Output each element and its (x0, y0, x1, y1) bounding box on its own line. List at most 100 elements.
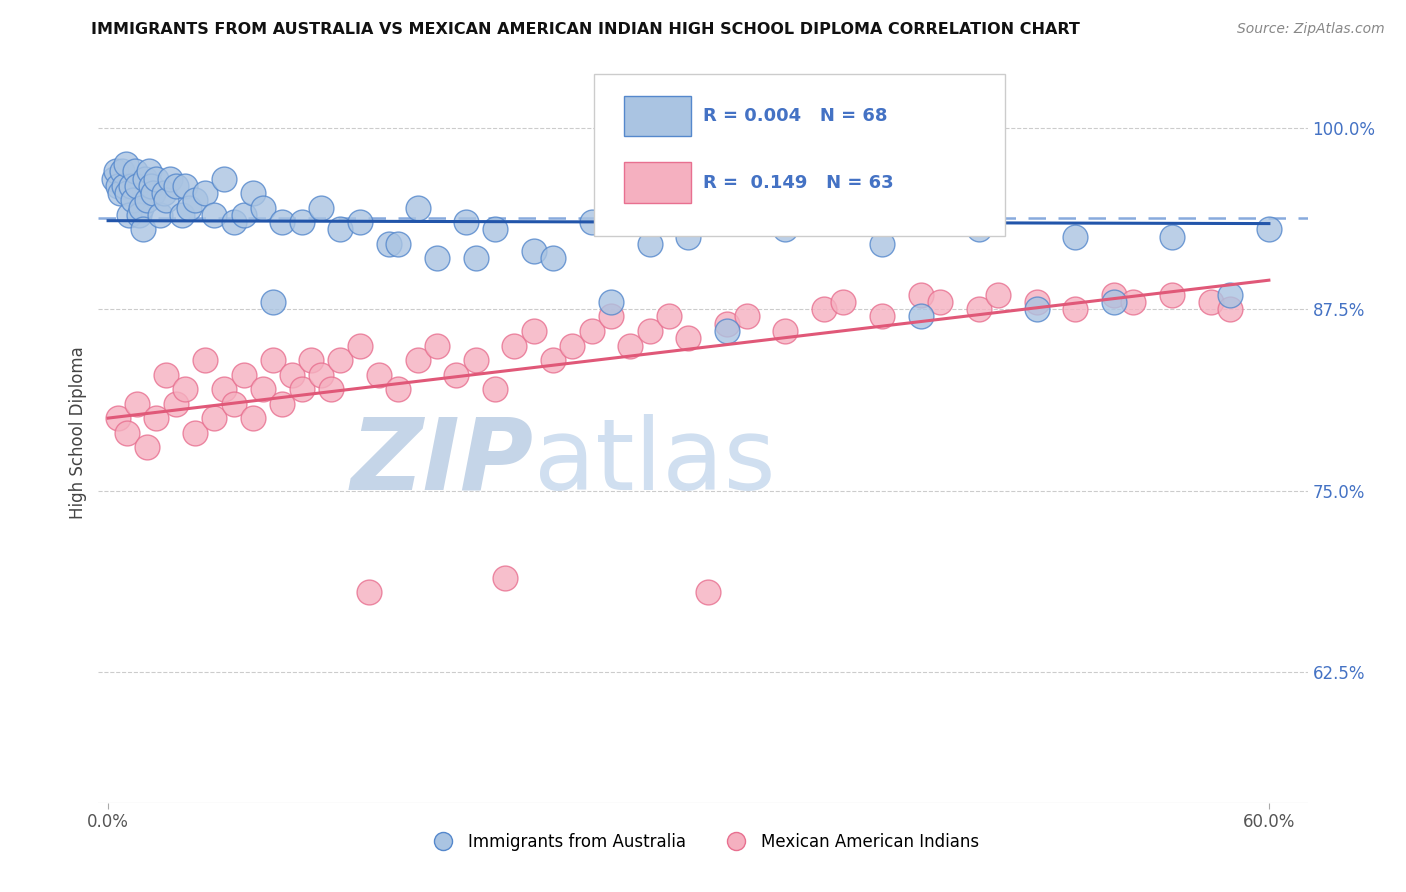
Point (832, 295, 855, 310)
Point (204, 411, 226, 425)
Point (122, 194, 145, 208)
Point (242, 186, 264, 200)
Point (910, 287, 932, 301)
Point (870, 236, 893, 251)
Point (117, 186, 139, 200)
Point (117, 425, 139, 440)
Point (464, 353, 486, 368)
Point (773, 324, 796, 338)
Point (813, 302, 835, 317)
Point (212, 171, 235, 186)
Point (426, 338, 449, 352)
Text: R = 0.004   N = 68: R = 0.004 N = 68 (703, 108, 887, 126)
Point (159, 171, 181, 186)
Point (155, 368, 177, 382)
Point (145, 411, 167, 425)
Point (124, 164, 146, 178)
Point (128, 208, 150, 222)
Point (222, 396, 245, 410)
Point (299, 353, 322, 368)
Point (406, 201, 429, 215)
Point (484, 222, 506, 236)
Point (149, 208, 172, 222)
Point (134, 171, 156, 186)
Legend: Immigrants from Australia, Mexican American Indians: Immigrants from Australia, Mexican Ameri… (420, 826, 986, 857)
Point (387, 382, 409, 396)
Point (319, 382, 342, 396)
Point (262, 295, 284, 310)
Point (600, 295, 623, 310)
Point (1064, 229, 1087, 244)
Point (174, 382, 197, 396)
Point (1102, 295, 1125, 310)
Point (870, 310, 893, 324)
Bar (624, 162, 690, 203)
Point (523, 324, 546, 338)
Point (204, 208, 226, 222)
Point (242, 411, 264, 425)
Point (967, 222, 990, 236)
Point (262, 353, 284, 368)
Point (1122, 295, 1144, 310)
Point (212, 382, 235, 396)
Point (368, 368, 391, 382)
Point (987, 287, 1010, 301)
Point (1025, 295, 1047, 310)
Point (309, 201, 332, 215)
Point (194, 186, 217, 200)
Point (1219, 302, 1241, 317)
Point (1257, 222, 1279, 236)
Point (194, 353, 217, 368)
Point (638, 324, 661, 338)
Point (309, 368, 332, 382)
Point (329, 222, 352, 236)
Point (581, 324, 603, 338)
Point (426, 252, 449, 266)
Point (120, 178, 142, 193)
Point (142, 186, 165, 200)
Point (135, 440, 157, 454)
Point (155, 194, 177, 208)
Point (184, 194, 207, 208)
Point (967, 302, 990, 317)
Point (1219, 287, 1241, 301)
Point (290, 382, 312, 396)
Point (541, 252, 564, 266)
Point (464, 252, 486, 266)
Point (349, 338, 371, 352)
Point (232, 368, 254, 382)
Point (1199, 295, 1222, 310)
Point (446, 368, 468, 382)
Point (145, 171, 167, 186)
Point (127, 178, 149, 193)
Point (619, 338, 641, 352)
Point (387, 236, 409, 251)
Point (271, 215, 294, 229)
Point (561, 338, 583, 352)
Point (127, 396, 149, 410)
Point (170, 208, 193, 222)
Point (735, 310, 758, 324)
Point (179, 201, 201, 215)
Point (1161, 287, 1184, 301)
Point (454, 215, 477, 229)
Point (135, 194, 157, 208)
Point (1064, 302, 1087, 317)
Text: IMMIGRANTS FROM AUSTRALIA VS MEXICAN AMERICAN INDIAN HIGH SCHOOL DIPLOMA CORRELA: IMMIGRANTS FROM AUSTRALIA VS MEXICAN AME… (91, 22, 1080, 37)
Point (271, 396, 294, 410)
Point (1025, 302, 1047, 317)
Point (107, 178, 129, 193)
Bar (624, 95, 690, 136)
Point (929, 295, 952, 310)
Point (290, 215, 312, 229)
Point (139, 178, 162, 193)
Point (165, 396, 187, 410)
Point (1316, 564, 1339, 578)
Point (716, 324, 738, 338)
Point (523, 244, 546, 259)
Point (349, 215, 371, 229)
Point (678, 331, 700, 345)
Point (112, 178, 135, 193)
FancyBboxPatch shape (595, 73, 1005, 236)
Point (696, 585, 718, 599)
